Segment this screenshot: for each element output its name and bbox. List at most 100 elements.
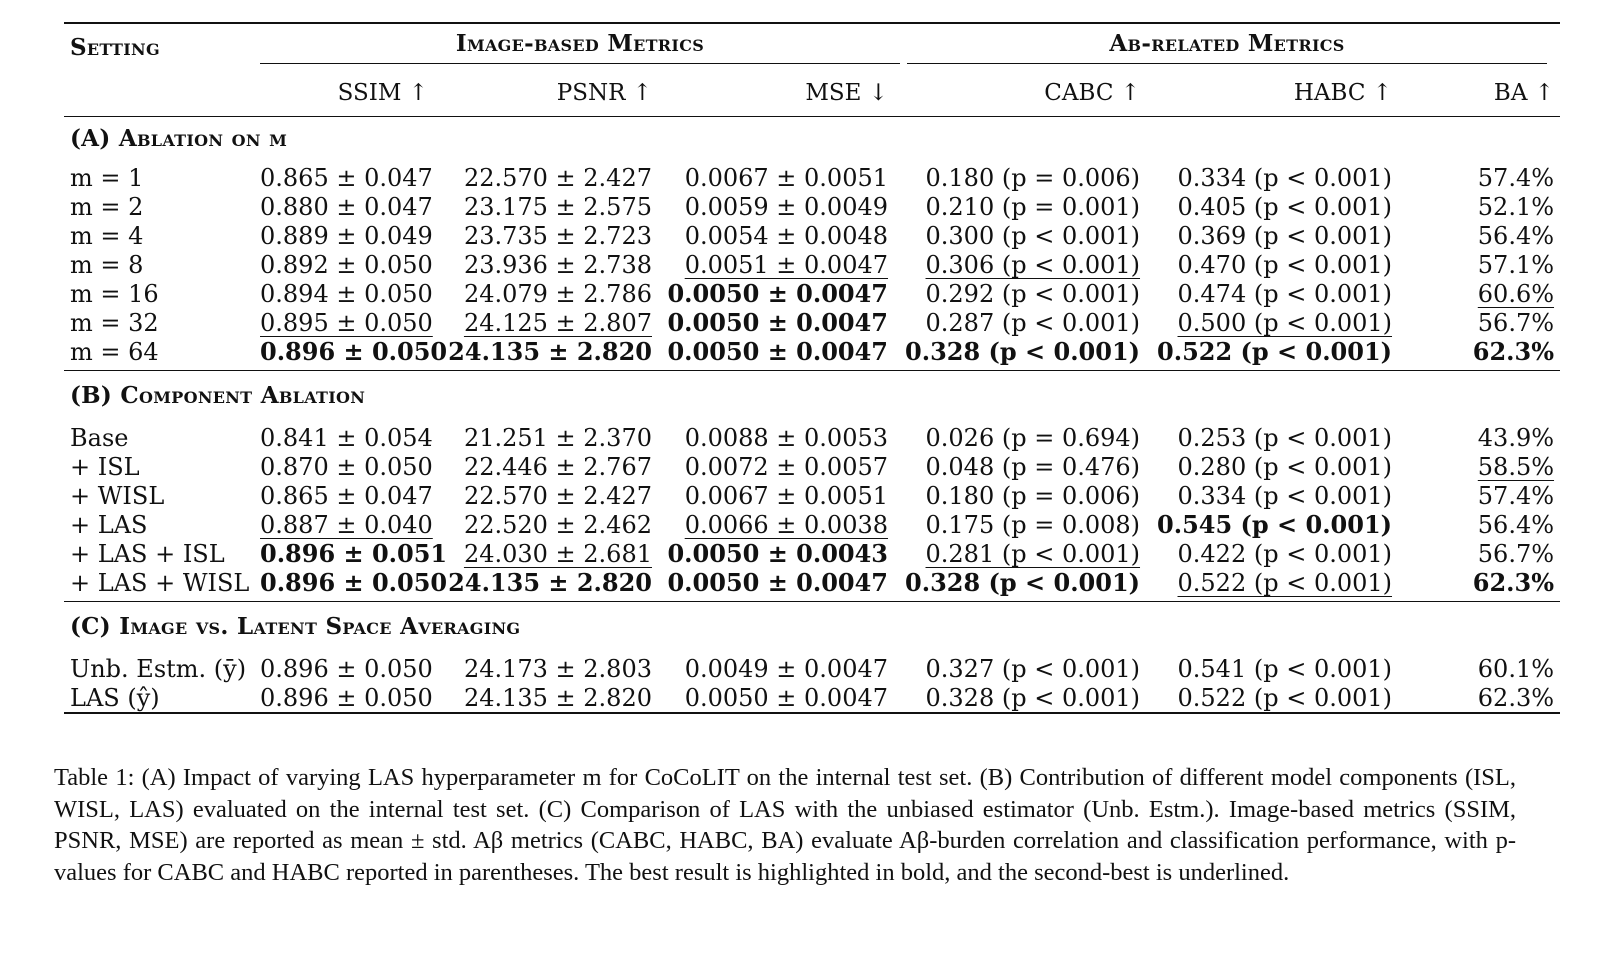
cell-ba: 52.1% (1398, 192, 1560, 221)
cell-psnr: 23.735 ± 2.723 (434, 221, 658, 250)
cell-value: 0.474 (p < 0.001) (1177, 279, 1393, 308)
cell-value: 0.896 ± 0.050 (260, 654, 433, 683)
cell-cabc: 0.306 (p < 0.001) (894, 250, 1146, 279)
cell-mse: 0.0066 ± 0.0038 (658, 510, 894, 539)
cell-mse: 0.0072 ± 0.0057 (658, 452, 894, 481)
cell-value: 0.870 ± 0.050 (260, 452, 433, 481)
header-mse: MSE ↓ (805, 80, 889, 106)
cell-value: 0.889 ± 0.049 (260, 221, 433, 250)
cell-value: 23.735 ± 2.723 (463, 221, 652, 250)
row-setting: m = 4 (70, 221, 144, 250)
cell-value: 60.6% (1477, 279, 1555, 308)
cell-ssim: 0.889 ± 0.049 (254, 221, 434, 250)
section-header: (C) Image vs. Latent Space Averaging (64, 601, 1561, 651)
table-row: m = 1 0.865 ± 0.047 22.570 ± 2.427 0.0067 ±… (64, 163, 1560, 192)
cell-value: 0.0067 ± 0.0051 (684, 163, 889, 192)
cell-psnr: 22.520 ± 2.462 (434, 510, 658, 539)
table-row: + LAS + WISL 0.896 ± 0.050 24.135 ± 2.820 0… (64, 568, 1560, 597)
cell-cabc: 0.287 (p < 0.001) (894, 308, 1146, 337)
cell-psnr: 22.570 ± 2.427 (434, 481, 658, 510)
cell-value: 0.0050 ± 0.0047 (684, 683, 889, 712)
cell-value: 0.865 ± 0.047 (260, 481, 433, 510)
cell-cabc: 0.300 (p < 0.001) (894, 221, 1146, 250)
cell-cabc: 0.328 (p < 0.001) (894, 683, 1146, 713)
cell-value: 0.470 (p < 0.001) (1177, 250, 1393, 279)
cell-value: 0.369 (p < 0.001) (1177, 221, 1393, 250)
cell-cabc: 0.026 (p = 0.694) (894, 423, 1146, 452)
cell-psnr: 24.079 ± 2.786 (434, 279, 658, 308)
row-setting: m = 16 (70, 279, 159, 308)
cell-value: 0.0050 ± 0.0047 (667, 337, 889, 366)
cell-habc: 0.405 (p < 0.001) (1146, 192, 1398, 221)
cell-habc: 0.500 (p < 0.001) (1146, 308, 1398, 337)
cell-value: 0.522 (p < 0.001) (1177, 568, 1393, 597)
table-row: + ISL 0.870 ± 0.050 22.446 ± 2.767 0.0072 ±… (64, 452, 1560, 481)
cell-cabc: 0.180 (p = 0.006) (894, 163, 1146, 192)
cell-habc: 0.280 (p < 0.001) (1146, 452, 1398, 481)
cell-value: 0.334 (p < 0.001) (1177, 481, 1393, 510)
caption-line: Aβ-burden correlation and classification… (54, 827, 1516, 886)
cell-value: 0.422 (p < 0.001) (1177, 539, 1393, 568)
cell-value: 0.896 ± 0.050 (260, 683, 433, 712)
section-title: (C) Image vs. Latent Space Averaging (70, 612, 521, 640)
table-row: m = 32 0.895 ± 0.050 24.125 ± 2.807 0.0050 … (64, 308, 1560, 337)
cell-value: 24.173 ± 2.803 (463, 654, 652, 683)
cell-ba: 58.5% (1398, 452, 1560, 481)
cell-value: 0.0067 ± 0.0051 (684, 481, 889, 510)
group-abeta-label: Aβ-related Metrics (907, 30, 1548, 64)
cell-value: 58.5% (1477, 452, 1555, 481)
cell-psnr: 24.135 ± 2.820 (434, 683, 658, 713)
row-setting: Base (70, 423, 129, 452)
cell-habc: 0.474 (p < 0.001) (1146, 279, 1398, 308)
header-blank (64, 70, 254, 117)
cell-value: 0.892 ± 0.050 (260, 250, 433, 279)
cell-value: 24.135 ± 2.820 (448, 568, 652, 597)
cell-ssim: 0.865 ± 0.047 (254, 481, 434, 510)
cell-value: 0.026 (p = 0.694) (925, 423, 1141, 452)
cell-mse: 0.0088 ± 0.0053 (658, 423, 894, 452)
table-row: m = 8 0.892 ± 0.050 23.936 ± 2.738 0.0051 ±… (64, 250, 1560, 279)
cell-value: 0.328 (p < 0.001) (925, 683, 1141, 712)
cell-mse: 0.0050 ± 0.0047 (658, 308, 894, 337)
cell-habc: 0.422 (p < 0.001) (1146, 539, 1398, 568)
row-setting: + LAS + WISL (70, 568, 250, 597)
cell-mse: 0.0054 ± 0.0048 (658, 221, 894, 250)
caption-line: result is highlighted in bold, and the s… (674, 858, 1290, 886)
cell-value: 0.896 ± 0.050 (260, 337, 448, 366)
cell-value: 0.0050 ± 0.0043 (667, 539, 889, 568)
cell-value: 43.9% (1477, 423, 1555, 452)
caption-line: (Unb. Estm.). Image-based metrics (SSIM,… (54, 795, 1517, 855)
cell-value: 60.1% (1477, 654, 1555, 683)
row-setting: m = 2 (70, 192, 144, 221)
cell-value: 0.0088 ± 0.0053 (684, 423, 889, 452)
cell-ba: 60.1% (1398, 654, 1560, 683)
cell-ba: 62.3% (1398, 337, 1560, 366)
table-row: Unb. Estm. (ȳ) 0.896 ± 0.050 24.173 ± 2.80… (64, 654, 1560, 683)
cell-mse: 0.0067 ± 0.0051 (658, 481, 894, 510)
cell-psnr: 24.135 ± 2.820 (434, 337, 658, 366)
cell-value: 0.895 ± 0.050 (260, 308, 433, 337)
cell-cabc: 0.281 (p < 0.001) (894, 539, 1146, 568)
cell-value: 0.0066 ± 0.0038 (684, 510, 889, 539)
group-image-label: Image-based Metrics (260, 30, 900, 64)
cell-mse: 0.0050 ± 0.0043 (658, 539, 894, 568)
cell-value: 0.334 (p < 0.001) (1177, 163, 1393, 192)
cell-value: 0.887 ± 0.040 (260, 510, 433, 539)
table-row: m = 2 0.880 ± 0.047 23.175 ± 2.575 0.0059 ±… (64, 192, 1560, 221)
cell-value: 56.7% (1477, 539, 1555, 568)
cell-value: 0.292 (p < 0.001) (925, 279, 1141, 308)
row-setting: LAS (ŷ) (70, 683, 160, 712)
cell-value: 0.280 (p < 0.001) (1177, 452, 1393, 481)
cell-value: 22.570 ± 2.427 (463, 481, 652, 510)
cell-value: 0.0050 ± 0.0047 (667, 279, 889, 308)
table-row: + LAS + ISL 0.896 ± 0.051 24.030 ± 2.681 0.… (64, 539, 1560, 568)
cell-mse: 0.0049 ± 0.0047 (658, 654, 894, 683)
cell-mse: 0.0051 ± 0.0047 (658, 250, 894, 279)
header-ssim: SSIM ↑ (337, 80, 428, 106)
row-setting: + LAS + ISL (70, 539, 225, 568)
cell-ssim: 0.896 ± 0.050 (254, 654, 434, 683)
cell-ssim: 0.896 ± 0.050 (254, 683, 434, 713)
cell-value: 24.079 ± 2.786 (463, 279, 652, 308)
cell-psnr: 22.446 ± 2.767 (434, 452, 658, 481)
cell-mse: 0.0050 ± 0.0047 (658, 683, 894, 713)
